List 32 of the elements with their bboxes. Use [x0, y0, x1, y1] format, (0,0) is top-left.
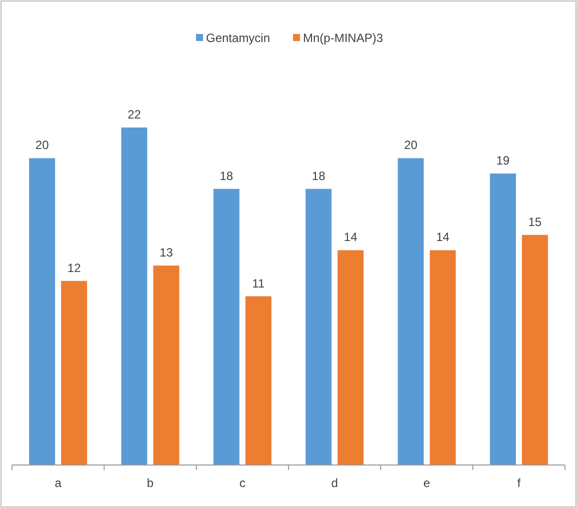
data-label: 20: [35, 138, 50, 152]
bar: [245, 296, 272, 465]
bar: [121, 128, 148, 465]
bar: [398, 158, 424, 465]
data-label: 15: [528, 214, 542, 229]
data-label: 19: [496, 154, 510, 168]
x-tick-label: a: [54, 476, 62, 490]
data-label: 13: [160, 246, 174, 260]
legend-label: Mn(p-MINAP)3: [303, 31, 384, 45]
data-label: 12: [67, 260, 82, 275]
bar: [522, 234, 548, 465]
x-tick-label: e: [423, 476, 430, 490]
data-label: 11: [252, 276, 265, 290]
legend-label: Gentamycin: [206, 31, 270, 45]
data-label: 20: [404, 138, 418, 152]
x-tick-label: f: [517, 476, 522, 490]
x-tick-label: b: [146, 476, 154, 490]
bar: [306, 188, 332, 465]
bar: [430, 250, 456, 465]
bar: [490, 174, 516, 465]
bar: [153, 266, 180, 465]
data-label: 18: [220, 168, 234, 183]
bar: [213, 188, 240, 465]
data-label: 22: [128, 108, 142, 122]
data-label: 18: [312, 168, 326, 183]
data-label: 14: [436, 230, 450, 244]
bar: [338, 250, 364, 465]
x-tick-label: c: [239, 476, 246, 490]
bar: [61, 280, 88, 465]
bar: [29, 158, 56, 465]
x-tick-label: d: [331, 476, 338, 490]
data-label: 14: [344, 230, 358, 244]
